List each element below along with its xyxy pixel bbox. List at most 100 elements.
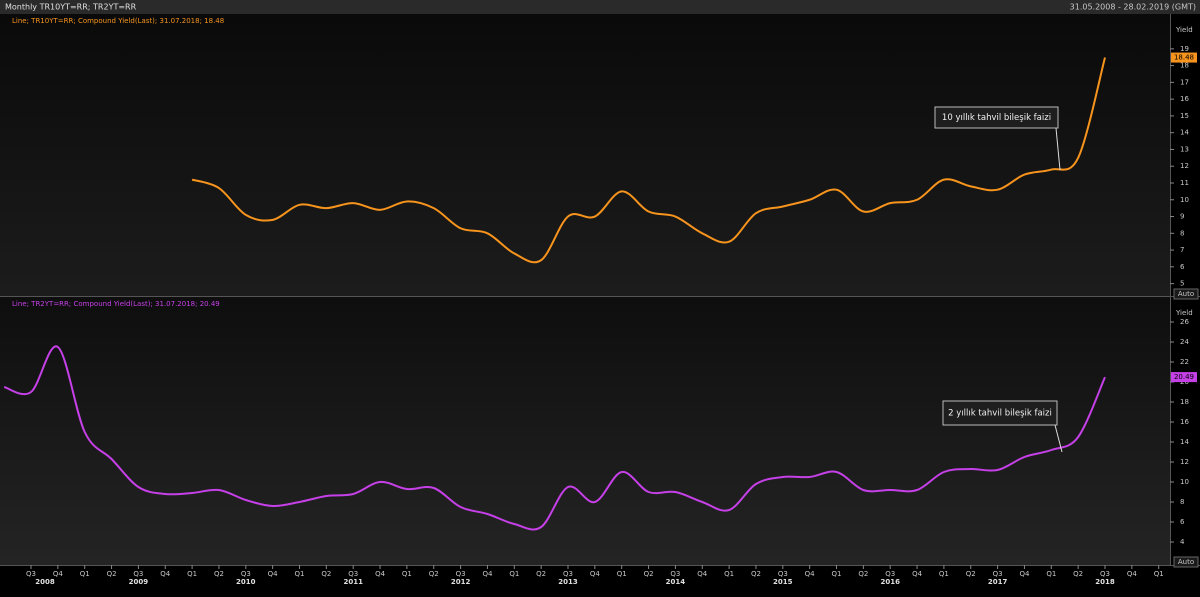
- legend-entry: Line; TR2YT=RR; Compound Yield(Last); 31…: [12, 300, 220, 308]
- x-tick-label: Q1: [724, 570, 734, 578]
- x-axis-area: [0, 565, 1200, 597]
- annotation-box: [942, 400, 1058, 426]
- y-tick-label: 8: [1180, 498, 1184, 506]
- y-tick-label: 12: [1180, 458, 1189, 466]
- x-tick-label: Q4: [590, 570, 601, 578]
- x-tick-label: Q4: [482, 570, 493, 578]
- y-tick-label: 6: [1180, 263, 1185, 271]
- x-tick-label: Q3: [993, 570, 1003, 578]
- x-year-label: 2014: [666, 578, 686, 586]
- x-tick-label: Q4: [805, 570, 816, 578]
- auto-label: Auto: [1178, 558, 1194, 566]
- x-tick-label: Q3: [778, 570, 788, 578]
- last-value-tag: [1171, 372, 1197, 383]
- auto-label: Auto: [1178, 290, 1194, 298]
- x-tick-label: Q2: [858, 570, 868, 578]
- x-tick-label: Q1: [617, 570, 627, 578]
- auto-button: [1173, 288, 1199, 300]
- x-tick-label: Q1: [187, 570, 197, 578]
- x-tick-label: Q2: [429, 570, 439, 578]
- x-tick-label: Q1: [509, 570, 519, 578]
- x-tick-label: Q2: [1073, 570, 1083, 578]
- y-tick-label: 19: [1180, 45, 1189, 53]
- x-year-label: 2013: [558, 578, 578, 586]
- y-tick-label: 16: [1180, 95, 1189, 103]
- y-tick-label: 18: [1180, 62, 1189, 70]
- y-tick-label: 13: [1180, 145, 1189, 153]
- header-title: Monthly TR10YT=RR; TR2YT=RR: [5, 3, 137, 12]
- annotation-connector: [1054, 424, 1063, 453]
- x-tick-label: Q1: [295, 570, 305, 578]
- x-tick-label: Q3: [456, 570, 466, 578]
- x-tick-label: Q3: [885, 570, 895, 578]
- auto-button: [1173, 556, 1199, 568]
- y-tick-label: 6: [1180, 518, 1185, 526]
- x-tick-label: Q3: [133, 570, 143, 578]
- y-tick-label: 4: [1180, 538, 1185, 546]
- x-year-label: 2012: [451, 578, 471, 586]
- x-tick-label: Q3: [26, 570, 36, 578]
- panel-bottom: [0, 297, 1170, 565]
- x-tick-label: Q4: [697, 570, 708, 578]
- x-tick-label: Q1: [832, 570, 842, 578]
- y-tick-label: 12: [1180, 162, 1189, 170]
- x-tick-label: Q1: [1046, 570, 1056, 578]
- y-tick-label: 15: [1180, 112, 1189, 120]
- x-tick-label: Q4: [53, 570, 64, 578]
- annotation-box: [934, 106, 1059, 129]
- x-tick-label: Q2: [536, 570, 546, 578]
- x-tick-label: Q4: [375, 570, 386, 578]
- x-tick-label: Q4: [912, 570, 923, 578]
- y-tick-label: 11: [1180, 179, 1189, 187]
- y-tick-label: 24: [1180, 338, 1189, 346]
- y-tick-label: 5: [1180, 280, 1184, 288]
- last-value-label: 18.48: [1174, 54, 1194, 62]
- x-tick-label: Q3: [348, 570, 358, 578]
- x-tick-label: Q1: [939, 570, 949, 578]
- x-tick-label: Q1: [80, 570, 90, 578]
- annotation: 2 yıllık tahvil bileşik faizi: [948, 409, 1052, 419]
- x-tick-label: Q2: [214, 570, 224, 578]
- y-tick-label: 10: [1180, 196, 1189, 204]
- x-year-label: 2009: [129, 578, 149, 586]
- last-value-label: 20.49: [1174, 373, 1194, 381]
- y-axis-label: Yield: [1175, 26, 1193, 34]
- x-year-label: 2015: [773, 578, 793, 586]
- x-tick-label: Q4: [1127, 570, 1138, 578]
- y-tick-label: 8: [1180, 229, 1184, 237]
- x-tick-label: Q4: [268, 570, 279, 578]
- last-value-tag: [1171, 52, 1197, 63]
- header-range: 31.05.2008 - 28.02.2019 (GMT): [1070, 3, 1196, 12]
- x-tick-label: Q1: [402, 570, 412, 578]
- x-year-label: 2018: [1095, 578, 1115, 586]
- x-tick-label: Q2: [321, 570, 331, 578]
- y-tick-label: 26: [1180, 318, 1189, 326]
- x-tick-label: Q2: [644, 570, 654, 578]
- y-tick-label: 14: [1180, 438, 1189, 446]
- x-tick-label: Q4: [160, 570, 171, 578]
- x-tick-label: Q2: [107, 570, 117, 578]
- y-tick-label: 22: [1180, 358, 1189, 366]
- x-tick-label: Q2: [966, 570, 976, 578]
- annotation-connector: [1055, 127, 1061, 171]
- x-tick-label: Q3: [1100, 570, 1110, 578]
- y-axis-label: Yield: [1175, 309, 1193, 317]
- y-tick-label: 17: [1180, 78, 1189, 86]
- legend-entry: Line; TR10YT=RR; Compound Yield(Last); 3…: [12, 17, 224, 25]
- x-year-label: 2010: [236, 578, 256, 586]
- x-tick-label: Q2: [751, 570, 761, 578]
- top-bar: [0, 0, 1200, 14]
- x-year-label: 2016: [880, 578, 900, 586]
- y-tick-label: 9: [1180, 213, 1184, 221]
- x-tick-label: Q3: [670, 570, 680, 578]
- y-tick-label: 16: [1180, 418, 1189, 426]
- x-tick-label: Q4: [1019, 570, 1030, 578]
- panel-top: [0, 14, 1170, 296]
- annotation: 10 yıllık tahvil bileşik faizi: [942, 113, 1051, 123]
- line-series: [191, 57, 1106, 264]
- x-tick-label: Q3: [241, 570, 251, 578]
- y-tick-label: 14: [1180, 129, 1189, 137]
- x-year-label: 2011: [343, 578, 363, 586]
- y-tick-label: 18: [1180, 398, 1189, 406]
